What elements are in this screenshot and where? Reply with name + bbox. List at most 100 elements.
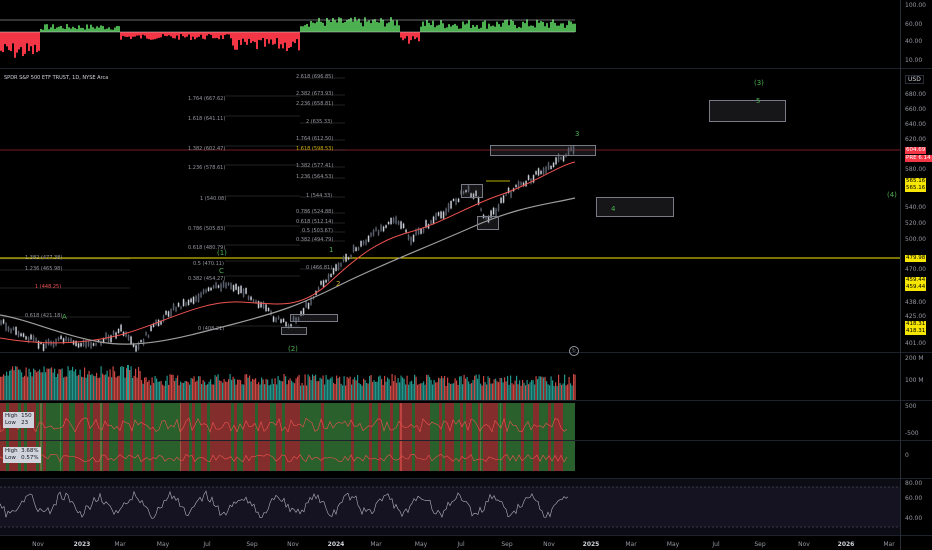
- currency-label[interactable]: USD: [905, 75, 924, 84]
- candle-body: [165, 310, 167, 315]
- breadth-column: [276, 403, 279, 471]
- top-indicator-bar: [248, 32, 250, 39]
- pane-separator[interactable]: [0, 68, 932, 69]
- top-indicator-bar: [206, 32, 208, 36]
- candle-body: [505, 192, 507, 196]
- volume-bar: [226, 381, 228, 400]
- breadth-column: [207, 403, 210, 471]
- breadth-column: [472, 403, 475, 471]
- pane-separator[interactable]: [0, 478, 932, 479]
- rsi-line: [0, 490, 569, 519]
- volume-bar: [388, 379, 390, 400]
- price-label: 500.00: [905, 236, 926, 243]
- volume-bar: [313, 376, 315, 400]
- breadth-column: [93, 403, 96, 471]
- target-zone-5[interactable]: [709, 100, 786, 122]
- level-badge: 565.16: [905, 178, 927, 185]
- breadth-column: [90, 403, 93, 471]
- volume-bar: [301, 382, 303, 400]
- volume-bar: [198, 376, 200, 400]
- volume-bar: [336, 375, 338, 400]
- consolidation-box[interactable]: [281, 327, 307, 335]
- breadth-column: [375, 403, 378, 471]
- pane-separator[interactable]: [0, 352, 932, 353]
- candle-body: [355, 247, 357, 252]
- consolidation-box[interactable]: [477, 216, 499, 230]
- breadth-column: [9, 403, 12, 471]
- target-zone-3[interactable]: [490, 145, 596, 156]
- breadth-column: [569, 403, 572, 471]
- candle-body: [82, 340, 85, 347]
- pane-separator[interactable]: [0, 440, 932, 441]
- volume-bar: [166, 375, 168, 400]
- volume-bar: [123, 367, 125, 400]
- candle-body: [480, 208, 482, 211]
- candle-body: [322, 280, 325, 288]
- consolidation-box[interactable]: [290, 314, 338, 322]
- candle-body: [307, 303, 310, 309]
- volume-bar: [472, 379, 474, 400]
- fib-label: 0.618 (512.14): [296, 219, 334, 225]
- volume-bar: [498, 382, 500, 400]
- symbol-title[interactable]: SPDR S&P 500 ETF TRUST, 1D, NYSE Arca: [4, 75, 109, 81]
- volume-bar: [451, 383, 453, 400]
- replay-icon[interactable]: ↻: [569, 346, 579, 356]
- volume-bar: [315, 374, 317, 400]
- candle-body: [65, 336, 67, 341]
- candle-body: [175, 307, 177, 312]
- target-zone-4[interactable]: [596, 197, 674, 217]
- candle-body: [475, 190, 477, 197]
- top-indicator-bar: [100, 25, 102, 32]
- breadth-column: [87, 403, 90, 471]
- volume-bar: [435, 382, 437, 400]
- top-indicator-bar: [478, 28, 480, 32]
- volume-bar: [397, 377, 399, 400]
- volume-bar: [154, 375, 156, 400]
- volume-bar: [447, 377, 449, 400]
- top-indicator-bar: [108, 27, 110, 32]
- top-indicator-bar: [254, 32, 256, 43]
- candle-body: [67, 338, 70, 342]
- pane-separator[interactable]: [0, 535, 932, 536]
- price-scale[interactable]: [900, 0, 932, 550]
- volume-bar: [480, 383, 482, 400]
- volume-bar: [87, 374, 89, 400]
- top-indicator-bar: [522, 21, 524, 32]
- volume-bar: [358, 383, 360, 400]
- volume-bar: [436, 382, 438, 400]
- volume-bar: [553, 385, 555, 400]
- level-badge: 459.44: [905, 277, 927, 284]
- top-indicator-bar: [150, 32, 152, 40]
- volume-bar: [265, 378, 267, 400]
- breadth-column: [495, 403, 498, 471]
- candle-body: [437, 212, 440, 216]
- top-indicator-bar: [172, 32, 174, 39]
- breadth-column: [536, 403, 539, 471]
- volume-bar: [495, 378, 497, 400]
- volume-bar: [79, 369, 81, 400]
- candle-body: [357, 247, 360, 250]
- candle-body: [292, 316, 295, 321]
- candle-body: [105, 332, 107, 340]
- top-indicator-bar: [378, 22, 380, 32]
- candle-body: [162, 315, 165, 322]
- volume-bar: [4, 375, 6, 400]
- breadth-column: [12, 403, 15, 471]
- volume-bar: [423, 381, 425, 400]
- top-indicator-bar: [166, 32, 168, 37]
- volume-bar: [523, 382, 525, 400]
- pane-separator[interactable]: [0, 400, 932, 401]
- breadth-column: [551, 403, 554, 471]
- breadth-column: [418, 403, 421, 471]
- candle-body: [37, 340, 40, 349]
- top-scale-label: 40.00: [905, 38, 923, 45]
- breadth-column: [252, 403, 255, 471]
- volume-bar: [531, 380, 533, 400]
- volume-bar: [249, 375, 251, 400]
- top-indicator-bar: [366, 21, 368, 32]
- top-indicator-bar: [494, 26, 496, 32]
- consolidation-box[interactable]: [461, 184, 483, 198]
- volume-bar: [468, 381, 470, 400]
- candle-body: [490, 210, 492, 218]
